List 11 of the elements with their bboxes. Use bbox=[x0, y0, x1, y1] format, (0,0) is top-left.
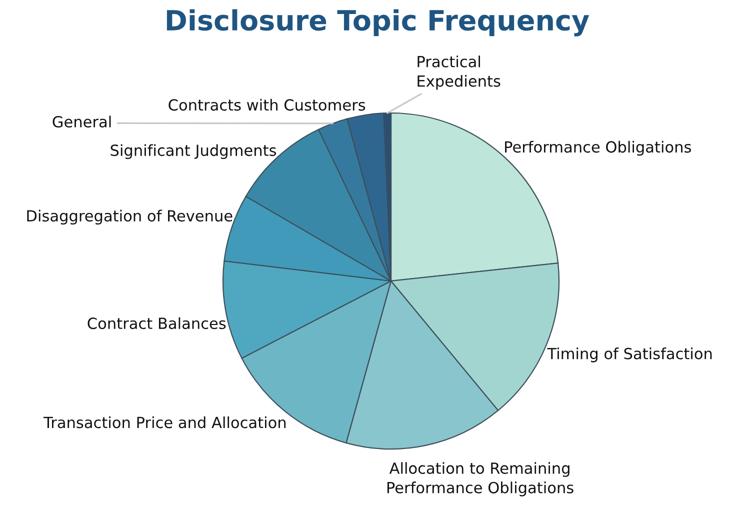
slice-label: Performance Obligations bbox=[505, 140, 691, 156]
slice-label: Contracts with Customers bbox=[168, 98, 366, 111]
slice-label: Disaggregation of Revenue bbox=[27, 210, 232, 225]
slice-label: Contract Balances bbox=[88, 317, 226, 330]
slice-label: General bbox=[52, 116, 111, 128]
slice-label: Transaction Price and Allocation bbox=[44, 416, 286, 428]
slice-label: Practical Expedients bbox=[418, 56, 500, 90]
slice-label: Allocation to Remaining Performance Obligations bbox=[387, 462, 574, 496]
slice-label: Timing of Satisfaction bbox=[547, 348, 712, 362]
slice-label: Significant Judgments bbox=[110, 144, 276, 160]
chart-title: Disclosure Topic Frequency bbox=[166, 9, 590, 36]
